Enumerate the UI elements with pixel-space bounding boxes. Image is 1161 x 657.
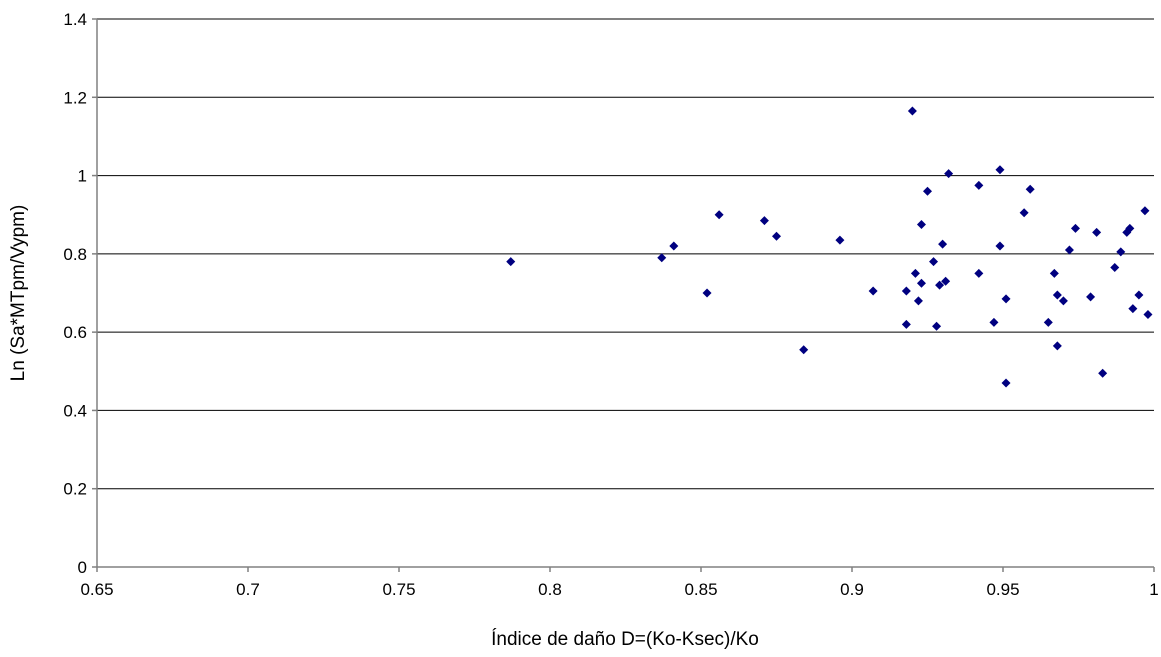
data-point-marker [1064, 245, 1074, 255]
data-point-marker [1049, 268, 1059, 278]
data-point-marker [901, 319, 911, 329]
data-point-marker [974, 268, 984, 278]
x-tick-label: 0.8 [538, 580, 562, 599]
data-point-marker [1125, 223, 1135, 233]
data-point-marker [799, 345, 809, 355]
x-tick-label: 0.85 [684, 580, 717, 599]
data-point-marker [1134, 290, 1144, 300]
data-point-marker [944, 169, 954, 179]
data-point-marker [916, 220, 926, 229]
data-point-marker [772, 231, 781, 241]
x-tick-label: 1 [1149, 580, 1158, 599]
y-tick-label: 0.2 [63, 480, 87, 499]
data-point-marker [1052, 290, 1062, 300]
data-point-marker [923, 186, 932, 196]
data-point-marker [1098, 368, 1108, 378]
x-tick-label: 0.95 [986, 580, 1019, 599]
plot-area [96, 19, 1154, 568]
data-point-marker [901, 286, 911, 296]
data-point-marker [1086, 292, 1096, 302]
data-point-marker [759, 216, 769, 226]
y-tick-label: 0 [78, 558, 87, 577]
data-point-marker [669, 241, 679, 251]
data-point-marker [1052, 341, 1062, 351]
data-point-marker [1025, 184, 1035, 194]
data-point-marker [868, 286, 878, 296]
data-point-marker [995, 165, 1005, 175]
y-tick-label: 0.6 [63, 323, 87, 342]
data-point-marker [835, 235, 845, 245]
y-tick-label: 0.8 [63, 245, 87, 264]
y-axis-title: Ln (Sa*MTpm/Vypm) [8, 205, 29, 382]
data-point-marker [974, 180, 984, 190]
gridlines [97, 18, 1154, 490]
data-point-marker [907, 106, 917, 116]
y-tick-label: 1.2 [63, 88, 87, 107]
x-axis-ticks: 0.65 0.7 0.75 0.8 0.85 0.9 0.95 1 [80, 567, 1159, 599]
data-point-marker [1140, 206, 1150, 216]
data-point-marker [935, 280, 945, 290]
data-point-marker [995, 241, 1005, 251]
data-point-marker [916, 278, 926, 288]
data-points [506, 106, 1153, 388]
data-point-marker [913, 296, 923, 306]
x-axis-title: Índice de daño D=(Ko-Ksec)/Ko [491, 629, 759, 650]
data-point-marker [657, 253, 667, 263]
data-point-marker [910, 268, 920, 278]
data-point-marker [1043, 317, 1053, 327]
y-tick-label: 1 [78, 167, 87, 186]
data-point-marker [938, 239, 948, 249]
x-tick-label: 0.7 [236, 580, 260, 599]
y-axis-ticks: 0 0.2 0.4 0.6 0.8 1 1.2 1.4 [63, 10, 97, 577]
data-point-marker [702, 288, 712, 298]
data-point-marker [941, 276, 951, 286]
data-point-marker [506, 257, 516, 267]
data-point-marker [1116, 247, 1126, 257]
data-point-marker [1143, 310, 1153, 320]
x-tick-label: 0.75 [382, 580, 415, 599]
x-tick-label: 0.65 [80, 580, 113, 599]
data-point-marker [1070, 223, 1080, 233]
data-point-marker [932, 321, 942, 331]
data-point-marker [1128, 304, 1138, 314]
data-point-marker [1001, 294, 1011, 304]
data-point-marker [929, 257, 939, 267]
data-point-marker [1019, 208, 1029, 218]
x-tick-label: 0.9 [840, 580, 864, 599]
data-point-marker [1092, 227, 1102, 237]
y-tick-label: 0.4 [63, 401, 87, 420]
data-point-marker [714, 210, 724, 220]
y-tick-label: 1.4 [63, 10, 87, 29]
data-point-marker [1001, 378, 1011, 388]
data-point-marker [989, 317, 999, 327]
data-point-marker [1058, 296, 1068, 306]
data-point-marker [1110, 263, 1120, 273]
